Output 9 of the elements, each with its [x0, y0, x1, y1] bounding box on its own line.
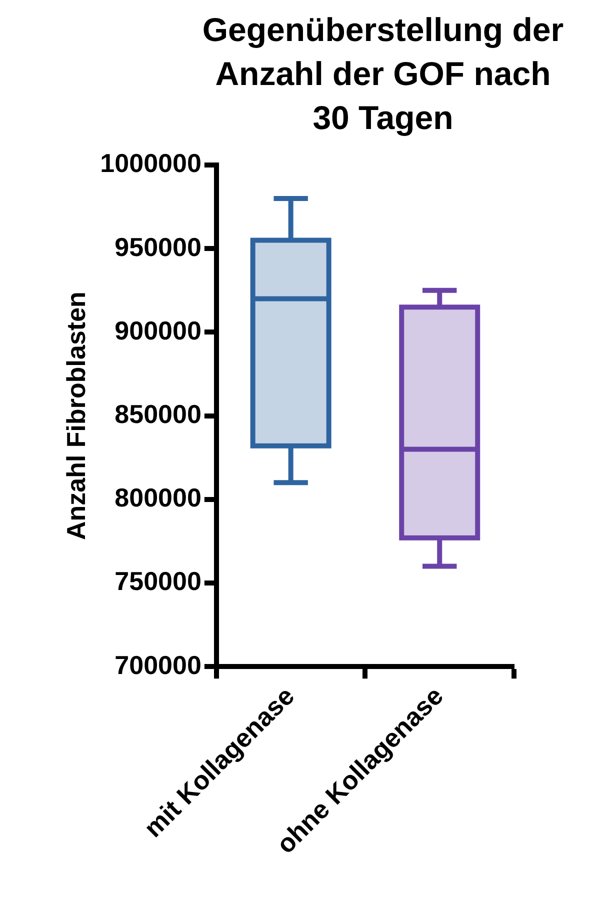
- y-tick-label: 900000: [114, 315, 202, 346]
- y-tick-label: 1000000: [100, 148, 202, 178]
- y-tick-label: 700000: [114, 650, 202, 680]
- y-tick-label: 800000: [114, 482, 202, 513]
- y-axis-title: Anzahl Fibroblasten: [60, 292, 91, 540]
- y-tick-label: 750000: [114, 566, 202, 596]
- y-tick-label: 850000: [114, 398, 202, 429]
- y-tick-label: 950000: [114, 232, 202, 262]
- chart-title: Gegenüberstellung der Anzahl der GOF nach 30 Tagen: [201, 10, 565, 138]
